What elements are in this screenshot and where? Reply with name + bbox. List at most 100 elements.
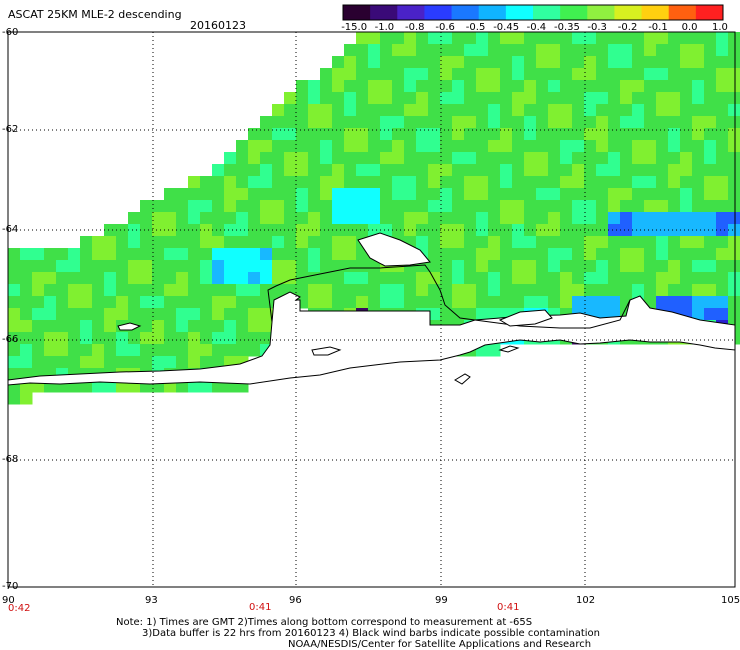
wind-data-cell	[344, 212, 357, 225]
wind-data-cell	[344, 188, 357, 201]
wind-data-cell	[632, 68, 645, 81]
wind-data-cell	[236, 284, 249, 297]
wind-data-cell	[212, 224, 225, 237]
wind-data-cell	[296, 200, 309, 213]
wind-data-cell	[116, 356, 129, 369]
wind-data-cell	[488, 272, 501, 285]
wind-data-cell	[92, 380, 105, 393]
wind-data-cell	[440, 128, 453, 141]
wind-data-cell	[116, 224, 129, 237]
wind-data-cell	[692, 308, 705, 321]
wind-data-cell	[512, 260, 525, 273]
wind-data-cell	[644, 272, 657, 285]
wind-data-cell	[536, 128, 549, 141]
wind-data-cell	[236, 224, 249, 237]
wind-data-cell	[560, 224, 573, 237]
wind-data-cell	[56, 296, 69, 309]
wind-data-cell	[416, 140, 429, 153]
wind-data-cell	[284, 272, 297, 285]
wind-data-cell	[560, 176, 573, 189]
wind-data-cell	[128, 248, 141, 261]
wind-data-cell	[704, 92, 717, 105]
wind-data-cell	[272, 164, 285, 177]
wind-data-cell	[488, 140, 501, 153]
wind-data-cell	[620, 224, 633, 237]
wind-data-cell	[464, 56, 477, 69]
wind-data-cell	[188, 308, 201, 321]
wind-data-cell	[284, 104, 297, 117]
wind-data-cell	[332, 68, 345, 81]
wind-data-cell	[716, 128, 729, 141]
wind-data-cell	[356, 272, 369, 285]
wind-data-cell	[428, 68, 441, 81]
wind-data-cell	[20, 356, 33, 369]
wind-data-cell	[428, 80, 441, 93]
wind-data-cell	[452, 80, 465, 93]
wind-data-cell	[152, 308, 165, 321]
wind-data-cell	[8, 344, 21, 357]
footnote-line: Note: 1) Times are GMT 2)Times along bot…	[116, 617, 533, 628]
wind-data-cell	[512, 56, 525, 69]
wind-data-cell	[584, 80, 597, 93]
wind-data-cell	[476, 164, 489, 177]
wind-data-cell	[308, 92, 321, 105]
wind-data-cell	[500, 188, 513, 201]
wind-data-cell	[716, 164, 729, 177]
wind-data-cell	[320, 188, 333, 201]
wind-data-cell	[728, 32, 740, 45]
wind-data-cell	[500, 272, 513, 285]
wind-data-cell	[224, 212, 237, 225]
wind-data-cell	[572, 140, 585, 153]
wind-data-cell	[596, 188, 609, 201]
wind-data-cell	[620, 140, 633, 153]
colorbar-swatch	[560, 5, 588, 20]
wind-data-cell	[344, 104, 357, 117]
wind-data-cell	[332, 272, 345, 285]
wind-data-cell	[176, 260, 189, 273]
wind-data-cell	[200, 284, 213, 297]
wind-data-cell	[416, 164, 429, 177]
wind-data-cell	[728, 296, 740, 309]
wind-data-cell	[596, 128, 609, 141]
wind-data-cell	[584, 188, 597, 201]
wind-data-cell	[308, 188, 321, 201]
wind-data-cell	[500, 284, 513, 297]
wind-data-cell	[452, 260, 465, 273]
wind-data-cell	[500, 80, 513, 93]
wind-data-cell	[188, 272, 201, 285]
wind-data-cell	[440, 92, 453, 105]
wind-data-cell	[704, 116, 717, 129]
wind-data-cell	[524, 68, 537, 81]
wind-data-cell	[716, 68, 729, 81]
wind-data-cell	[512, 272, 525, 285]
wind-data-cell	[116, 248, 129, 261]
wind-data-cell	[428, 44, 441, 57]
wind-data-cell	[716, 32, 729, 45]
wind-data-cell	[176, 284, 189, 297]
wind-data-cell	[356, 284, 369, 297]
wind-data-cell	[524, 284, 537, 297]
wind-data-cell	[656, 224, 669, 237]
wind-data-cell	[476, 224, 489, 237]
wind-data-cell	[536, 260, 549, 273]
wind-data-cell	[380, 56, 393, 69]
wind-data-cell	[464, 140, 477, 153]
wind-data-cell	[356, 188, 369, 201]
wind-data-cell	[572, 224, 585, 237]
wind-data-cell	[644, 224, 657, 237]
wind-data-cell	[716, 236, 729, 249]
wind-data-cell	[188, 224, 201, 237]
wind-data-cell	[704, 44, 717, 57]
wind-data-cell	[392, 152, 405, 165]
island-outline	[311, 346, 342, 356]
wind-data-cell	[380, 284, 393, 297]
wind-data-cell	[656, 104, 669, 117]
wind-data-cell	[476, 212, 489, 225]
wind-data-cell	[500, 44, 513, 57]
wind-data-cell	[596, 236, 609, 249]
wind-data-cell	[644, 128, 657, 141]
wind-data-cell	[152, 284, 165, 297]
wind-data-cell	[692, 236, 705, 249]
wind-data-cell	[248, 248, 261, 261]
wind-data-cell	[248, 236, 261, 249]
